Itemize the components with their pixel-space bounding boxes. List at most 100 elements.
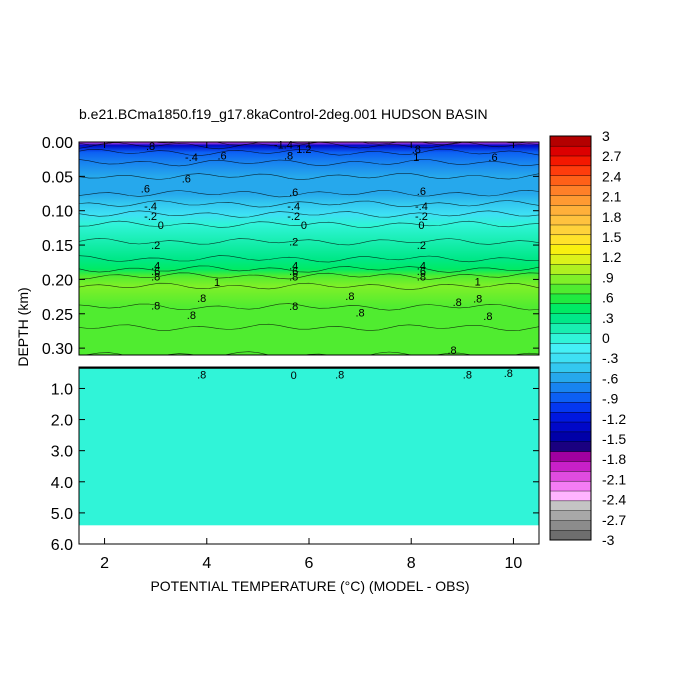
colorbar-box [549,303,592,314]
contour-label: .8 [284,151,293,163]
colorbar-box [549,185,592,196]
contour-label: .6 [141,184,150,196]
colorbar-box [549,490,592,502]
contour-label: .8 [197,369,206,381]
contour-label: .8 [146,141,155,153]
contour-label: .4 [417,261,426,273]
colorbar-box [549,254,592,265]
contour-label: .8 [473,294,482,306]
colorbar-box [549,529,592,541]
contour-label: .4 [151,261,160,273]
contour-label: .8 [463,369,472,381]
contour-label: .6 [417,186,426,198]
axes: 0.000.050.100.150.200.250.301.02.03.04.0… [42,135,539,572]
colorbar-box [549,323,592,334]
colorbar-box [549,470,592,482]
contour-label: .8 [289,272,298,284]
contour-labels: .8-.4.6-1.4 1.2.8.81.6.6.6.6.6-.4 -.4 -.4-.… [141,140,498,358]
contour-label: .6 [289,266,298,278]
colorbar-box [549,352,592,364]
contour-line-6 [79,200,539,208]
contour-label: .8 [504,368,513,380]
colorbar-tick-label: 2.7 [602,148,622,164]
colorbar-box [549,441,592,452]
colorbar-box [549,224,592,236]
colorbar-box [549,500,592,511]
contour-line-3 [79,159,539,167]
contour-label: .8 [453,297,462,309]
x-tick-label: 2 [100,555,109,572]
contour-line-5 [79,189,539,198]
colorbar-tick-label: .3 [602,310,614,326]
contour-label: 1 [413,152,419,164]
contour-label: .8 [483,311,492,323]
contour-line-16 [82,351,539,355]
contour-label: .8 [187,310,196,322]
colorbar-tick-label: 1.8 [602,209,622,225]
chart-title: b.e21.BCma1850.f19_g17.8kaControl-2deg.0… [79,106,488,122]
colorbar-box [549,460,592,472]
contour-label: .8 [345,291,354,303]
colorbar-tick-label: -.3 [602,350,619,366]
colorbar-tick-label: 1.2 [602,249,622,265]
contour-line-2 [79,148,539,157]
colorbar-tick-label: 3 [602,128,610,144]
contour-line-9 [79,237,539,246]
contour-label: .8 [412,144,421,156]
contour-label: .6 [289,187,298,199]
colorbar-box [549,244,592,255]
contour-line-7 [79,210,539,218]
colorbar-box [549,263,592,275]
contour-label: 1 [214,277,220,289]
contour-label: .2 [417,240,426,252]
lower-panel: .8 0 .8 .8 .8 [78,366,540,545]
lower-panel-labels: .8 0 .8 .8 .8 [79,367,539,382]
contour-label: .8 [197,293,206,305]
contour-label: .8 [335,369,344,381]
contour-line-15 [79,323,539,332]
colorbar-tick-label: -2.4 [602,492,626,508]
colorbar-tick-label: 0 [602,330,610,346]
colorbar-tick-label: -1.2 [602,411,626,427]
y-tick-label-upper: 0.15 [42,238,73,255]
contour-line-11 [79,265,539,273]
contour-label: -.2 [415,211,428,223]
contour-label: 0 [301,220,307,232]
contour-label: -.4 [287,201,300,213]
contour-label: .8 [448,345,457,357]
colorbar-box [549,520,592,531]
y-tick-label-upper: 0.30 [42,341,73,358]
colorbar-box [549,145,592,157]
colorbar-box [549,234,592,245]
contour-label: .8 [151,301,160,313]
colorbar-box [549,135,592,147]
colorbar-tick-label: -2.7 [602,512,626,528]
colorbar-tick-label: .9 [602,269,614,285]
x-tick-label: 4 [202,555,211,572]
y-tick-label-upper: 0.05 [42,169,73,186]
upper-panel: .8-.4.6-1.4 1.2.8.81.6.6.6.6.6-.4 -.4 -.4-.… [78,140,540,358]
contour-label: 1 [475,277,481,289]
contour-label: .6 [182,173,191,185]
contour-label: -1.4 [274,140,293,152]
colorbar-box [549,372,592,383]
colorbar-box [549,273,592,285]
colorbar-box [549,451,592,462]
contour-label: 0 [418,220,424,232]
contour-label: .4 [289,261,298,273]
contour-line-8 [79,220,539,228]
y-tick-label-lower: 2.0 [51,413,73,430]
colorbar-box [549,332,592,344]
colorbar-box [549,510,592,521]
y-tick-label-lower: 4.0 [51,475,73,492]
contour-label: .2 [289,237,298,249]
contour-line-12 [79,272,539,280]
y-tick-label-lower: 5.0 [51,506,73,523]
colorbar-box [549,411,592,423]
contour-label: -.4 [144,201,157,213]
colorbar-box [549,155,592,167]
colorbar-box [549,293,592,305]
contour-label: .2 [151,240,160,252]
colorbar-box [549,342,592,354]
